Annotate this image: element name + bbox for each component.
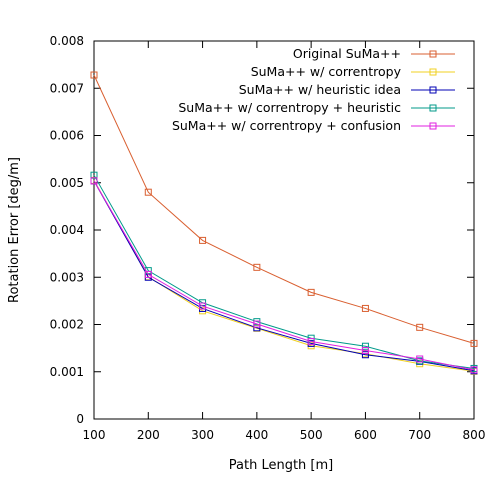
series-3	[90, 177, 478, 375]
legend-swatch-marker	[429, 50, 437, 58]
legend-swatch-marker	[429, 122, 437, 130]
x-tick-label: 100	[83, 428, 106, 442]
series-5	[90, 177, 478, 374]
series-layer	[90, 71, 478, 375]
y-tick-label: 0.005	[50, 176, 84, 190]
data-point	[307, 338, 315, 346]
y-axis-label: Rotation Error [deg/m]	[7, 157, 22, 303]
x-tick-label: 200	[137, 428, 160, 442]
y-tick-label: 0.003	[50, 270, 84, 284]
data-point	[90, 71, 98, 79]
data-point	[253, 263, 261, 271]
legend: Original SuMa++ SuMa++ w/ correntropy SuMa…	[172, 46, 455, 133]
data-point	[361, 346, 369, 354]
legend-swatch-marker	[429, 104, 437, 112]
series-1	[90, 71, 478, 347]
data-point	[416, 355, 424, 363]
data-point	[470, 339, 478, 347]
legend-label: SuMa++ w/ correntropy + confusion	[172, 118, 401, 133]
data-point	[144, 270, 152, 278]
legend-label: Original SuMa++	[293, 46, 401, 61]
x-tick-label: 300	[191, 428, 214, 442]
x-tick-label: 400	[245, 428, 268, 442]
legend-swatch-marker	[429, 86, 437, 94]
legend-swatch-marker	[429, 68, 437, 76]
data-point	[361, 342, 369, 350]
series-2	[90, 176, 478, 375]
x-tick-label: 600	[354, 428, 377, 442]
data-point	[361, 351, 369, 359]
x-tick-label: 500	[300, 428, 323, 442]
legend-label: SuMa++ w/ correntropy + heuristic	[178, 100, 401, 115]
series-line	[93, 180, 475, 372]
data-point	[307, 288, 315, 296]
y-tick-label: 0.001	[50, 365, 84, 379]
series-line	[93, 74, 475, 344]
ticks: 0 0.001 0.002 0.003 0.004 0.005 0.006 0.007 0.00…	[50, 34, 486, 442]
x-tick-label: 700	[408, 428, 431, 442]
y-tick-label: 0.007	[50, 81, 84, 95]
y-tick-label: 0	[76, 412, 84, 426]
legend-label: SuMa++ w/ heuristic idea	[239, 82, 401, 97]
data-point	[470, 366, 478, 374]
data-point	[199, 302, 207, 310]
series-line	[93, 174, 475, 369]
y-tick-label: 0.004	[50, 223, 84, 237]
y-tick-label: 0.006	[50, 129, 84, 143]
y-tick-label: 0.008	[50, 34, 84, 48]
x-tick-label: 800	[463, 428, 486, 442]
legend-label: SuMa++ w/ correntropy	[251, 64, 402, 79]
data-point	[90, 177, 98, 185]
data-point	[416, 323, 424, 331]
x-axis-label: Path Length [m]	[229, 458, 333, 473]
data-point	[253, 320, 261, 328]
data-point	[199, 236, 207, 244]
series-line	[93, 180, 475, 371]
y-tick-label: 0.002	[50, 318, 84, 332]
data-point	[361, 304, 369, 312]
data-point	[144, 188, 152, 196]
